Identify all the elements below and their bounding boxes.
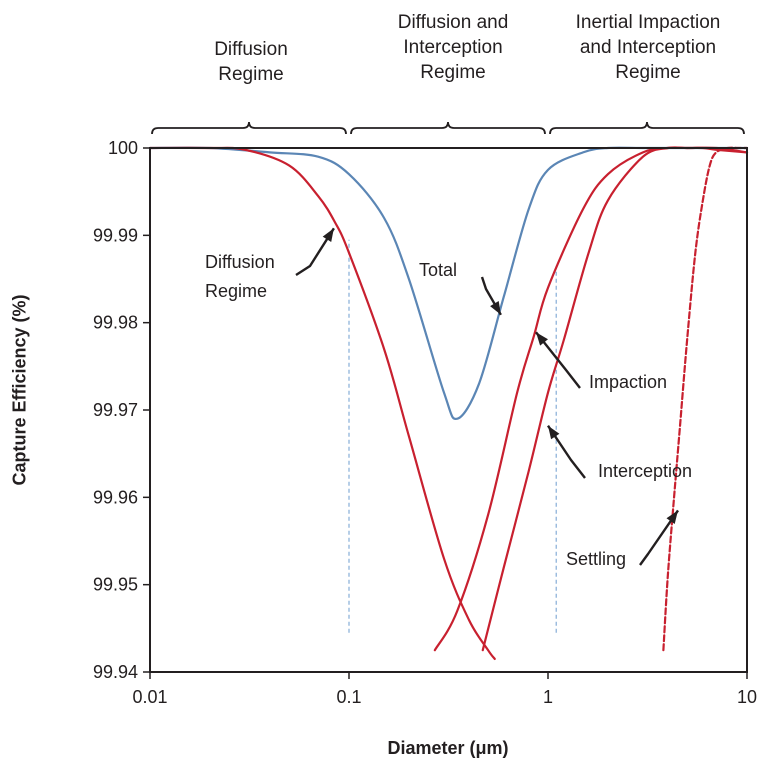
regime-brace-0 (151, 121, 347, 135)
annotation-text: Diffusion (205, 252, 275, 272)
annotation-text: Settling (566, 549, 626, 569)
x-tick-label: 1 (543, 687, 553, 707)
annotation-arrowhead (322, 228, 334, 242)
annotation-text: Total (419, 260, 457, 280)
annotation-2: Impaction (535, 331, 667, 392)
series-settling (662, 146, 749, 652)
x-tick-label: 0.1 (336, 687, 361, 707)
x-tick-label: 10 (737, 687, 757, 707)
annotation-arrow-line (295, 227, 335, 277)
annotation-1: Total (419, 260, 502, 316)
regime-brace-1 (350, 121, 546, 135)
y-tick-label: 99.99 (93, 225, 138, 245)
y-tick-label: 99.95 (93, 575, 138, 595)
annotations-layer: Diffusion Regime Total Impaction Interceptio… (205, 227, 692, 569)
regime-brace-2 (549, 121, 745, 135)
y-axis-label: Capture Efficiency (%) (9, 294, 30, 486)
axis-ticks: 0.01 0.1 1 10 99.94 99.95 99.96 99.97 99.98 99.99… (93, 138, 757, 707)
annotation-text: Impaction (589, 372, 667, 392)
regime-label-inertial-interception: Inertial Impaction and Interception Regi… (575, 12, 721, 83)
annotation-arrowhead (536, 332, 548, 346)
regime-label-diffusion: Diffusion Regime (214, 39, 288, 85)
x-tick-label: 0.01 (132, 687, 167, 707)
annotation-arrowhead (666, 510, 678, 524)
plot-frame (149, 147, 748, 673)
annotation-arrow-line (535, 331, 581, 389)
y-tick-label: 100 (108, 138, 138, 158)
series-interception (481, 146, 749, 652)
annotation-arrow-line (547, 425, 586, 479)
annotation-arrowhead (490, 301, 501, 315)
annotation-4: Settling (566, 509, 679, 569)
reference-lines (348, 239, 557, 633)
annotation-text: Regime (205, 281, 267, 301)
y-tick-label: 99.97 (93, 400, 138, 420)
annotation-3: Interception (547, 425, 692, 481)
y-tick-label: 99.94 (93, 662, 138, 682)
y-tick-label: 99.96 (93, 487, 138, 507)
series-diffusion-regime (148, 146, 496, 660)
regime-braces (151, 121, 745, 135)
annotation-arrowhead (548, 425, 560, 440)
series-layer (148, 146, 749, 660)
y-tick-label: 99.98 (93, 313, 138, 333)
regime-label-diffusion-interception: Diffusion and Interception Regime (397, 12, 509, 83)
annotation-text: Interception (598, 461, 692, 481)
annotation-arrow-line (639, 509, 679, 566)
annotation-0: Diffusion Regime (205, 227, 335, 301)
x-axis-label: Diameter (μm) (387, 738, 509, 758)
